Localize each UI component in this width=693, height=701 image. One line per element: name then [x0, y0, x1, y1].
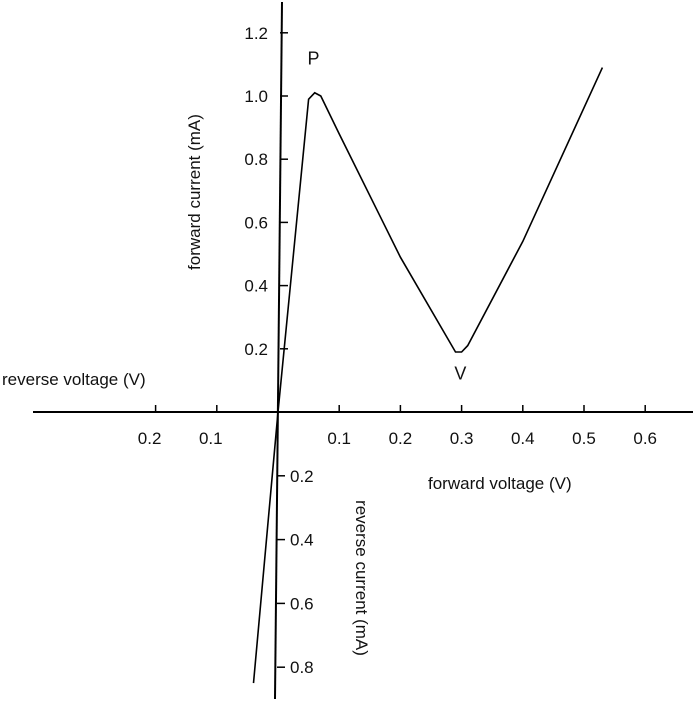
y-tick-label: 0.8 — [244, 150, 268, 169]
x-tick-label: 0.6 — [633, 429, 657, 448]
x-tick-label: 0.2 — [389, 429, 413, 448]
x-tick-label: 0.3 — [450, 429, 474, 448]
y-tick-label: 1.0 — [244, 87, 268, 106]
x-tick-label: 0.4 — [511, 429, 535, 448]
y-tick-label: 0.2 — [244, 340, 268, 359]
valley-point-label: V — [454, 364, 466, 384]
axes — [33, 1, 693, 700]
axis-ticks: 0.1 0.2 0.3 0.4 0.5 0.6 0.1 0.2 0.2 0.4 0.6 0.8 1.0 1… — [138, 24, 657, 677]
axis-labels: forward current (mA) reverse voltage (V)… — [2, 114, 572, 656]
y-tick-label: 1.2 — [244, 24, 268, 43]
x-tick-label: 0.1 — [327, 429, 351, 448]
y-tick-label: 0.6 — [244, 213, 268, 232]
reverse-voltage-axis-label: reverse voltage (V) — [2, 370, 146, 389]
y-tick-label: 0.8 — [290, 658, 314, 677]
forward-voltage-axis-label: forward voltage (V) — [428, 474, 572, 493]
y-tick-label: 0.6 — [290, 594, 314, 613]
iv-curve-line — [252, 67, 604, 684]
annotations: P V — [307, 48, 466, 383]
x-tick-label: 0.2 — [138, 429, 162, 448]
curve-layer — [252, 67, 604, 684]
y-tick-label: 0.4 — [290, 531, 314, 550]
current-axis-line — [274, 1, 283, 700]
x-tick-label: 0.1 — [199, 429, 223, 448]
reverse-current-axis-label: reverse current (mA) — [352, 500, 371, 656]
peak-point-label: P — [307, 48, 319, 68]
forward-current-axis-label: forward current (mA) — [185, 114, 204, 270]
y-tick-label: 0.4 — [244, 277, 268, 296]
x-tick-label: 0.5 — [572, 429, 596, 448]
y-tick-label: 0.2 — [290, 467, 314, 486]
